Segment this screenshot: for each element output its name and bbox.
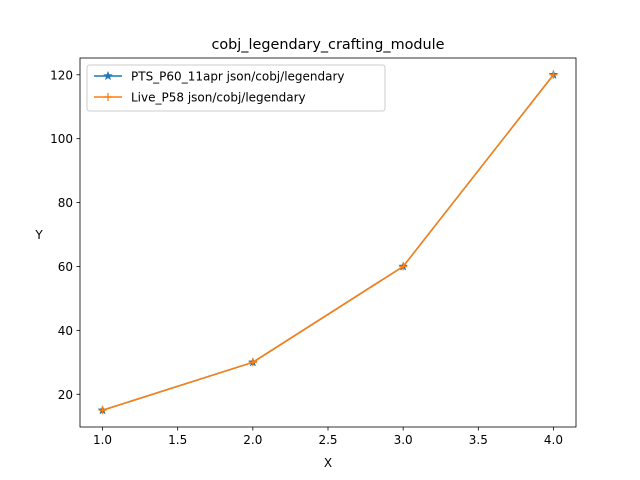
y-axis-label: Y: [34, 228, 43, 242]
y-tick-label: 100: [50, 132, 73, 146]
data-point: [248, 358, 257, 367]
legend-box: [86, 64, 386, 112]
y-tick-label: 40: [58, 324, 73, 338]
plus-marker: [248, 358, 257, 367]
x-tick-label: 4.0: [544, 433, 563, 447]
series-2: [98, 70, 558, 415]
series-line: [102, 74, 555, 411]
y-tick-label: 60: [58, 260, 73, 274]
legend-entry: Live_P58 json/cobj/legendary: [94, 91, 306, 105]
data-point: [98, 406, 107, 415]
plus-marker: [399, 262, 408, 271]
star-marker: [102, 70, 114, 81]
plus-marker: [549, 70, 558, 79]
legend: PTS_P60_11apr json/cobj/legendary Live_P5…: [86, 64, 386, 112]
x-axis-label: X: [324, 456, 332, 470]
axes-frame: [79, 57, 577, 428]
y-tick-label: 20: [58, 388, 73, 402]
chart-title: cobj_legendary_crafting_module: [211, 37, 444, 53]
data-point: [399, 262, 408, 271]
x-tick-label: 1.5: [168, 433, 187, 447]
plot-area: 1.0 1.5 2.0 2.5 3.0 3.5 4.0 20 40 60 80 100 120: [50, 57, 577, 447]
x-tick-label: 3.0: [394, 433, 413, 447]
x-tick-label: 2.0: [243, 433, 262, 447]
legend-label: Live_P58 json/cobj/legendary: [131, 91, 306, 105]
legend-entry: PTS_P60_11apr json/cobj/legendary: [94, 70, 345, 84]
legend-label: PTS_P60_11apr json/cobj/legendary: [131, 70, 345, 84]
x-tick-label: 3.5: [469, 433, 488, 447]
x-tick-label: 1.0: [93, 433, 112, 447]
y-tick-label: 120: [50, 68, 73, 82]
plus-marker: [98, 406, 107, 415]
y-tick-label: 80: [58, 196, 73, 210]
data-point: [549, 70, 558, 79]
x-tick-label: 2.5: [318, 433, 337, 447]
plus-marker: [104, 93, 112, 101]
